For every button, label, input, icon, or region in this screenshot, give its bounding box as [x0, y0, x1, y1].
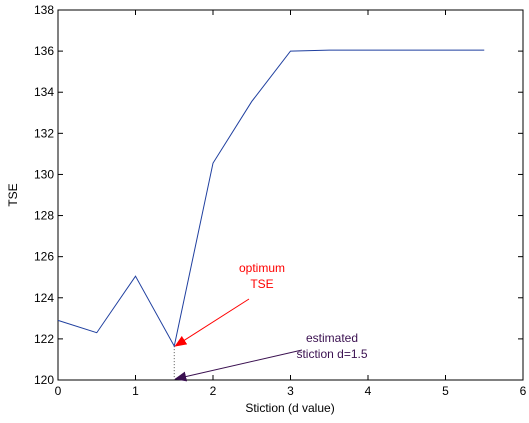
plot-area — [57, 9, 524, 381]
x-tick-label: 0 — [55, 384, 62, 398]
annotation-label: estimated stiction d=1.5 — [296, 331, 367, 361]
annotation-label: optimum TSE — [239, 261, 285, 291]
y-tick-label: 136 — [34, 44, 54, 58]
annotation-arrow — [174, 298, 250, 347]
y-tick-label: 130 — [34, 167, 54, 181]
x-axis-label: Stiction (d value) — [245, 401, 334, 415]
y-tick-label: 138 — [34, 3, 54, 17]
x-tick-label: 6 — [520, 384, 527, 398]
y-axis-label: TSE — [6, 183, 20, 206]
y-tick-label: 132 — [34, 126, 54, 140]
y-tick-label: 134 — [34, 85, 54, 99]
y-tick-label: 122 — [34, 332, 54, 346]
annotation-arrow — [174, 349, 303, 382]
y-tick-label: 128 — [34, 209, 54, 223]
axis-ticks — [57, 9, 524, 381]
axis-tick-labels: 0 1 2 3 4 5 6 120 122 124 126 128 130 132 134 136 138 — [34, 3, 527, 398]
y-tick-label: 124 — [34, 291, 54, 305]
x-tick-label: 3 — [287, 384, 294, 398]
annotations: optimum TSE estimated stiction d=1.5 — [174, 261, 368, 382]
y-tick-label: 126 — [34, 250, 54, 264]
x-tick-label: 2 — [210, 384, 217, 398]
y-tick-label: 120 — [34, 373, 54, 387]
x-tick-label: 1 — [132, 384, 139, 398]
x-tick-label: 5 — [442, 384, 449, 398]
x-tick-label: 4 — [365, 384, 372, 398]
series-line — [57, 49, 485, 348]
